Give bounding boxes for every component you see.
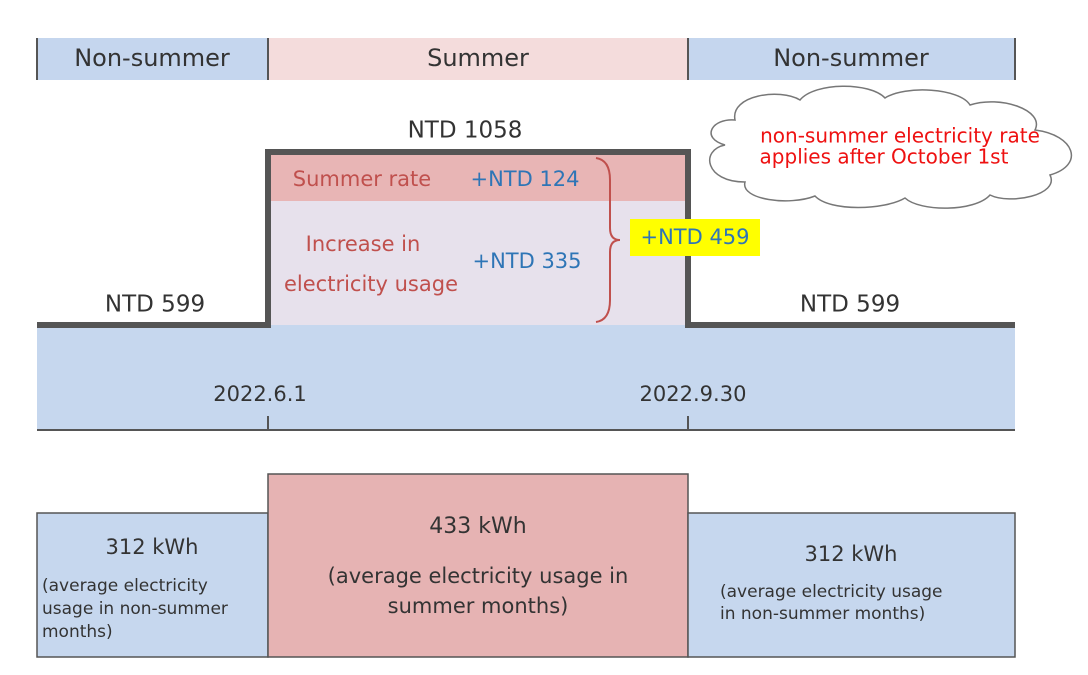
header-cell — [268, 38, 688, 80]
header-label: Non-summer — [773, 44, 929, 72]
summer-rate-label: Summer rate — [293, 167, 431, 191]
summer-rate-area — [271, 155, 685, 201]
usage-amount: 312 kWh — [805, 542, 898, 566]
usage-note: months) — [42, 622, 113, 642]
usage-box — [36, 512, 269, 658]
base-area — [37, 325, 1015, 430]
usage-note: summer months) — [388, 594, 569, 618]
note-text: non-summer electricity rate — [760, 124, 1040, 148]
usage-increase-label: Increase in — [306, 232, 421, 256]
usage-note: (average electricity usage — [720, 582, 943, 602]
total-label: NTD 1058 — [408, 118, 523, 144]
total-increase: +NTD 459 — [640, 225, 749, 249]
header-label: Summer — [427, 44, 529, 72]
usage-note: (average electricity — [42, 576, 208, 596]
highlight — [630, 219, 760, 256]
usage-note: (average electricity usage in — [328, 564, 629, 588]
note-cloud — [708, 85, 1072, 209]
usage-box — [267, 473, 689, 658]
price-label: NTD 599 — [800, 292, 900, 318]
usage-increase-label: electricity usage — [284, 272, 458, 296]
brace — [595, 157, 621, 323]
date-label: 2022.6.1 — [213, 382, 307, 406]
header-cell — [688, 38, 1015, 80]
note-text: applies after October 1st — [760, 145, 1009, 169]
summer-rate-amount: +NTD 124 — [470, 167, 579, 191]
usage-amount: 433 kWh — [429, 514, 526, 539]
bill-outline — [37, 149, 1015, 328]
usage-note: usage in non-summer — [42, 599, 228, 619]
price-label: NTD 599 — [105, 292, 205, 318]
header-label: Non-summer — [74, 44, 230, 72]
header-cell — [37, 38, 268, 80]
header-dividers — [36, 38, 1016, 80]
usage-increase-amount: +NTD 335 — [472, 249, 581, 273]
usage-note: in non-summer months) — [720, 604, 925, 624]
usage-box — [687, 512, 1016, 658]
usage-amount: 312 kWh — [106, 535, 199, 559]
date-label: 2022.9.30 — [640, 382, 747, 406]
